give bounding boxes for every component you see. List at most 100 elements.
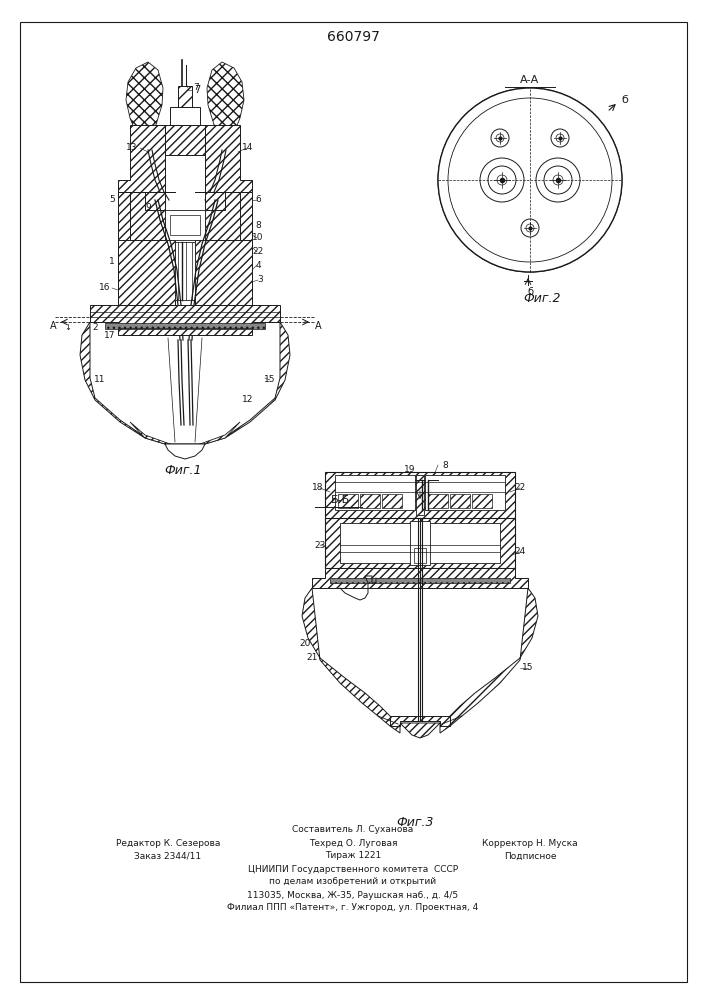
Circle shape: [488, 166, 516, 194]
Bar: [325, 472, 515, 520]
Polygon shape: [205, 192, 240, 240]
Text: Филиал ППП «Патент», г. Ужгород, ул. Проектная, 4: Филиал ППП «Патент», г. Ужгород, ул. Про…: [228, 904, 479, 912]
Bar: [450, 494, 470, 508]
Polygon shape: [302, 588, 400, 733]
Circle shape: [521, 219, 539, 237]
Circle shape: [491, 129, 509, 147]
Text: Б-Б: Б-Б: [330, 495, 350, 505]
Bar: [382, 494, 402, 508]
Polygon shape: [165, 444, 205, 458]
Polygon shape: [312, 568, 528, 588]
Bar: [425, 475, 505, 510]
Bar: [472, 494, 492, 508]
Polygon shape: [165, 444, 205, 459]
Text: 23: 23: [315, 540, 326, 550]
Circle shape: [536, 158, 580, 202]
Polygon shape: [400, 723, 440, 738]
Text: ↓: ↓: [64, 324, 71, 332]
Text: Фиг.3: Фиг.3: [396, 816, 434, 830]
Polygon shape: [130, 422, 178, 447]
Text: 19: 19: [404, 466, 416, 475]
Bar: [410, 521, 430, 565]
Bar: [360, 494, 380, 508]
Text: 6: 6: [255, 196, 261, 205]
Text: 10: 10: [252, 233, 264, 242]
Circle shape: [551, 129, 569, 147]
Text: А: А: [315, 321, 321, 331]
Text: 13: 13: [127, 143, 138, 152]
Text: по делам изобретений и открытий: по делам изобретений и открытий: [269, 878, 436, 886]
Polygon shape: [118, 192, 175, 262]
Bar: [118, 240, 175, 305]
Wedge shape: [438, 88, 622, 272]
Circle shape: [544, 166, 572, 194]
Text: Тираж 1221: Тираж 1221: [325, 852, 381, 860]
Text: 8: 8: [442, 460, 448, 470]
Bar: [414, 548, 426, 563]
Circle shape: [526, 224, 534, 232]
Text: 24: 24: [515, 548, 525, 556]
Text: А: А: [49, 321, 57, 331]
Text: 113035, Москва, Ж-35, Раушская наб., д. 4/5: 113035, Москва, Ж-35, Раушская наб., д. …: [247, 890, 459, 900]
Bar: [178, 242, 192, 300]
Text: Редактор К. Сезерова: Редактор К. Сезерова: [116, 838, 220, 848]
Text: Составитель Л. Суханова: Составитель Л. Суханова: [293, 826, 414, 834]
Polygon shape: [118, 125, 165, 192]
Text: Фиг.1: Фиг.1: [164, 464, 201, 477]
Bar: [330, 578, 510, 583]
Text: Корректор Н. Муска: Корректор Н. Муска: [482, 838, 578, 848]
Polygon shape: [390, 716, 450, 726]
Text: 15: 15: [264, 375, 276, 384]
Bar: [195, 240, 252, 305]
Bar: [335, 475, 415, 510]
Circle shape: [556, 134, 564, 142]
Text: 17: 17: [104, 330, 116, 340]
Bar: [325, 518, 515, 568]
Bar: [175, 242, 195, 300]
Polygon shape: [440, 588, 538, 733]
Bar: [165, 210, 205, 240]
Polygon shape: [130, 192, 165, 240]
Bar: [416, 475, 424, 515]
Text: 21: 21: [306, 654, 317, 662]
Bar: [170, 215, 200, 235]
Polygon shape: [90, 305, 280, 335]
Text: 11: 11: [94, 375, 106, 384]
Text: А-А: А-А: [520, 75, 539, 85]
Text: 3: 3: [257, 275, 263, 284]
Text: 18: 18: [312, 484, 324, 492]
Bar: [428, 494, 448, 508]
Polygon shape: [192, 422, 240, 447]
Polygon shape: [195, 192, 252, 262]
Text: 22: 22: [515, 484, 525, 492]
Polygon shape: [126, 62, 163, 160]
Polygon shape: [207, 62, 244, 160]
Text: 12: 12: [243, 395, 254, 404]
Circle shape: [448, 98, 612, 262]
Text: 8: 8: [255, 221, 261, 230]
Text: 1: 1: [109, 257, 115, 266]
Bar: [165, 125, 205, 155]
Text: 4: 4: [255, 260, 261, 269]
Text: 9: 9: [145, 204, 151, 213]
Circle shape: [553, 175, 563, 185]
Circle shape: [480, 158, 524, 202]
Text: Техред О. Луговая: Техред О. Луговая: [309, 838, 397, 848]
Bar: [170, 107, 200, 125]
Text: 7: 7: [193, 84, 199, 93]
Bar: [105, 323, 265, 329]
Text: 16: 16: [99, 284, 111, 292]
Text: 660797: 660797: [327, 30, 380, 44]
Bar: [418, 480, 436, 492]
Text: ЦНИИПИ Государственного комитета  СССР: ЦНИИПИ Государственного комитета СССР: [248, 864, 458, 874]
Text: 15: 15: [522, 664, 534, 672]
Circle shape: [438, 88, 622, 272]
Polygon shape: [118, 262, 130, 305]
Text: 2: 2: [92, 324, 98, 332]
Text: 20: 20: [299, 639, 310, 648]
Bar: [178, 86, 192, 118]
Polygon shape: [192, 322, 290, 447]
Text: 22: 22: [252, 247, 264, 256]
Text: Подписное: Подписное: [504, 852, 556, 860]
Text: б: б: [527, 287, 533, 297]
